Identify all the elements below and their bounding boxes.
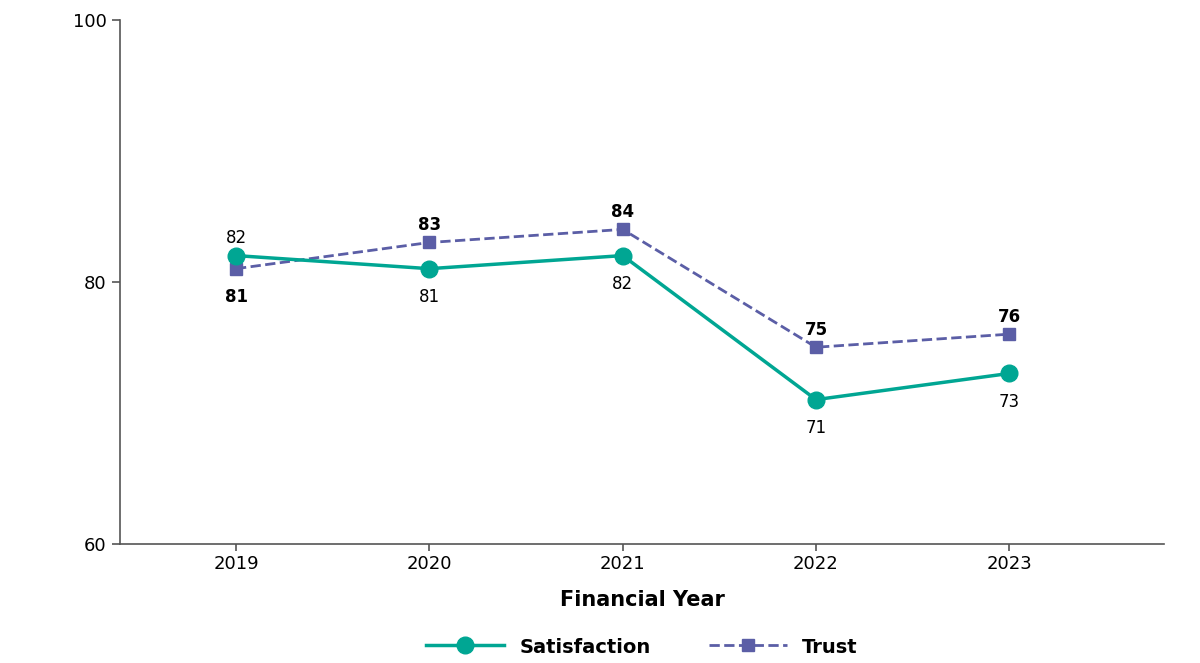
X-axis label: Financial Year: Financial Year bbox=[559, 590, 725, 610]
Text: 84: 84 bbox=[611, 203, 635, 221]
Text: 83: 83 bbox=[418, 216, 440, 234]
Trust bbox=[1002, 330, 1016, 338]
Satisfaction bbox=[229, 252, 244, 260]
Text: 76: 76 bbox=[997, 308, 1021, 326]
Text: 71: 71 bbox=[805, 419, 827, 437]
Satisfaction bbox=[616, 252, 630, 260]
Trust bbox=[616, 225, 630, 233]
Satisfaction bbox=[1002, 369, 1016, 377]
Text: 82: 82 bbox=[226, 229, 246, 247]
Line: Satisfaction: Satisfaction bbox=[228, 247, 1018, 408]
Text: 73: 73 bbox=[998, 393, 1020, 411]
Satisfaction bbox=[809, 396, 823, 404]
Text: 81: 81 bbox=[419, 288, 440, 306]
Legend: Satisfaction, Trust: Satisfaction, Trust bbox=[419, 630, 865, 663]
Satisfaction bbox=[422, 265, 437, 272]
Trust bbox=[422, 239, 437, 247]
Trust bbox=[229, 265, 244, 272]
Line: Trust: Trust bbox=[229, 223, 1015, 353]
Text: 82: 82 bbox=[612, 275, 634, 293]
Text: 75: 75 bbox=[804, 321, 828, 339]
Text: 81: 81 bbox=[224, 288, 247, 306]
Trust bbox=[809, 343, 823, 351]
